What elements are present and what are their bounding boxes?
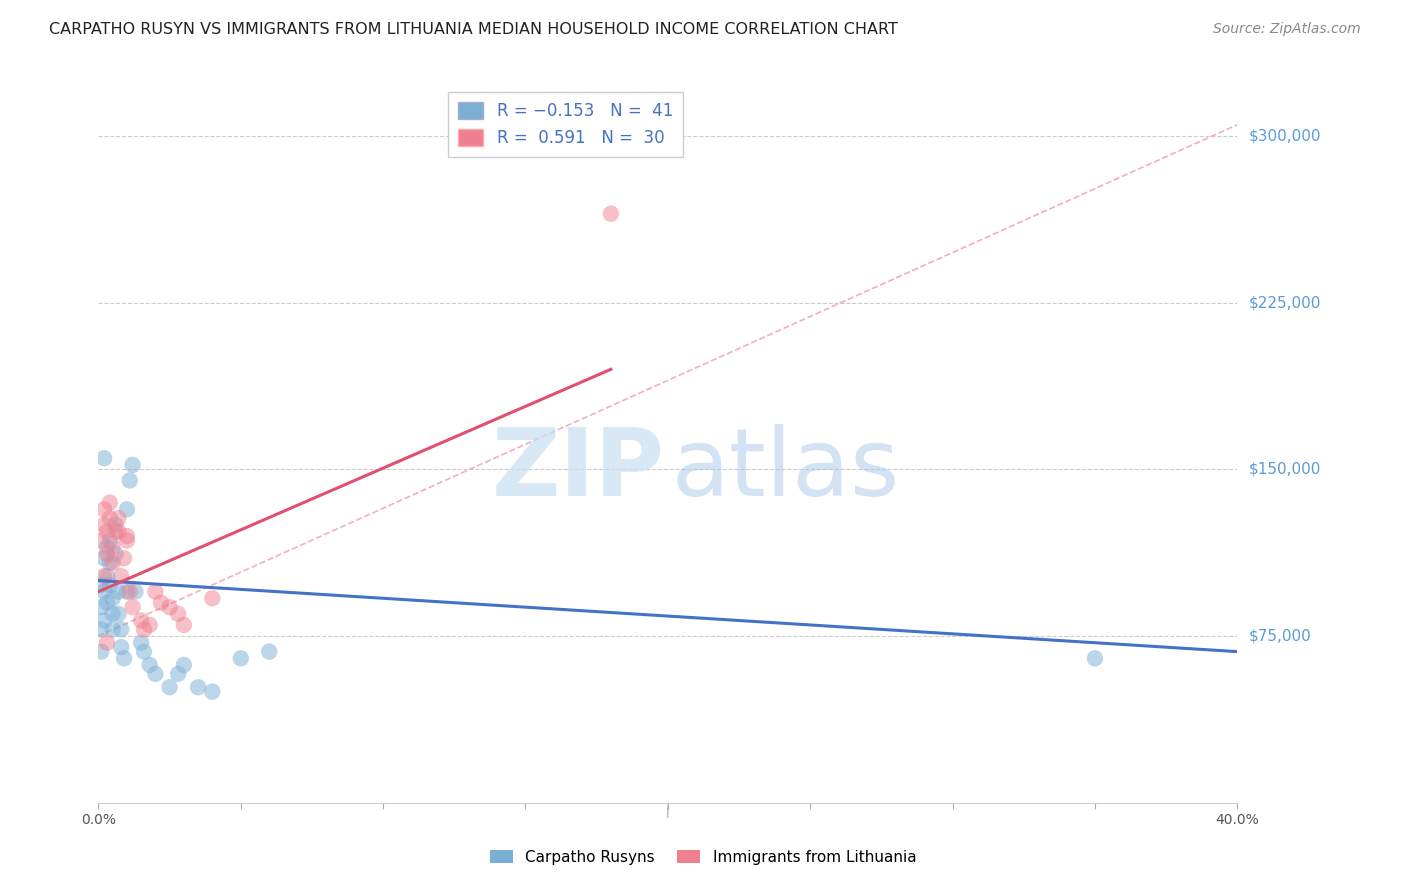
Point <box>107 607 129 621</box>
Point <box>98 496 121 510</box>
Point <box>129 614 152 628</box>
Text: atlas: atlas <box>671 425 900 516</box>
Point <box>159 680 181 694</box>
Point <box>173 618 195 632</box>
Text: $225,000: $225,000 <box>1249 295 1320 310</box>
Point <box>229 651 252 665</box>
Point <box>104 517 127 532</box>
Point <box>93 517 115 532</box>
Point <box>115 502 138 516</box>
Point <box>124 584 146 599</box>
Point <box>129 636 152 650</box>
Text: $75,000: $75,000 <box>1249 629 1312 643</box>
Point <box>201 684 224 698</box>
Legend: Carpatho Rusyns, Immigrants from Lithuania: Carpatho Rusyns, Immigrants from Lithuan… <box>484 844 922 871</box>
Point <box>132 645 155 659</box>
Point <box>259 645 281 659</box>
Legend: R = −0.153   N =  41, R =  0.591   N =  30: R = −0.153 N = 41, R = 0.591 N = 30 <box>449 92 683 157</box>
Point <box>93 551 115 566</box>
Point <box>110 569 132 583</box>
Point <box>118 474 141 488</box>
Point <box>96 524 118 539</box>
Point <box>96 540 118 554</box>
Point <box>93 502 115 516</box>
Point <box>93 569 115 583</box>
Point <box>107 511 129 525</box>
Point <box>98 533 121 548</box>
Point <box>101 607 124 621</box>
Point <box>159 600 181 615</box>
Point <box>96 569 118 583</box>
Point <box>96 596 118 610</box>
Text: $300,000: $300,000 <box>1249 128 1320 144</box>
Point <box>145 584 167 599</box>
Point <box>101 556 124 570</box>
Point <box>90 645 112 659</box>
Point <box>138 657 160 672</box>
Point <box>90 578 112 592</box>
Point <box>110 623 132 637</box>
Point <box>104 547 127 561</box>
Point <box>98 556 121 570</box>
Point <box>107 584 129 599</box>
Text: $150,000: $150,000 <box>1249 462 1320 477</box>
Point <box>112 651 135 665</box>
Point <box>121 458 143 472</box>
Point <box>107 524 129 539</box>
Point <box>93 614 115 628</box>
Point <box>98 511 121 525</box>
Point <box>138 618 160 632</box>
Text: Source: ZipAtlas.com: Source: ZipAtlas.com <box>1213 22 1361 37</box>
Point <box>115 533 138 548</box>
Point <box>145 666 167 681</box>
Point <box>167 666 190 681</box>
Point <box>201 591 224 606</box>
Point <box>600 207 623 221</box>
Point <box>173 657 195 672</box>
Point <box>90 600 112 615</box>
Point <box>187 680 209 694</box>
Point <box>98 578 121 592</box>
Point <box>101 623 124 637</box>
Point <box>118 584 141 599</box>
Text: CARPATHO RUSYN VS IMMIGRANTS FROM LITHUANIA MEDIAN HOUSEHOLD INCOME CORRELATION : CARPATHO RUSYN VS IMMIGRANTS FROM LITHUA… <box>49 22 898 37</box>
Point <box>93 451 115 466</box>
Point <box>101 591 124 606</box>
Point <box>101 540 124 554</box>
Point <box>121 600 143 615</box>
Point <box>96 636 118 650</box>
Point <box>93 584 115 599</box>
Point <box>115 529 138 543</box>
Point <box>115 584 138 599</box>
Point <box>167 607 190 621</box>
Text: ZIP: ZIP <box>492 425 665 516</box>
Point <box>104 524 127 539</box>
Point <box>132 623 155 637</box>
Point <box>90 533 112 548</box>
Point <box>150 596 173 610</box>
Point <box>96 547 118 561</box>
Point <box>110 640 132 655</box>
Point <box>112 551 135 566</box>
Point <box>1084 651 1107 665</box>
Point <box>90 623 112 637</box>
